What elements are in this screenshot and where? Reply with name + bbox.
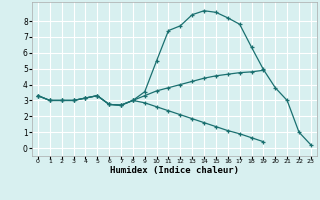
X-axis label: Humidex (Indice chaleur): Humidex (Indice chaleur) xyxy=(110,166,239,175)
